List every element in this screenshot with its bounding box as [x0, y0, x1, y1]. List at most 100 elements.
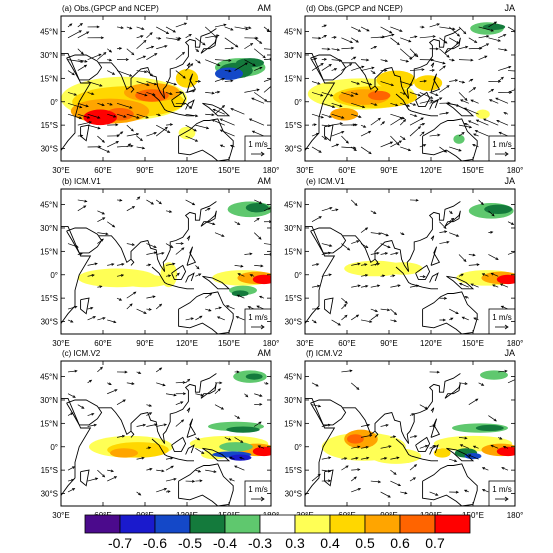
lat-tick-label: 15°S — [285, 466, 302, 475]
wind-vector-head — [472, 445, 477, 449]
wind-vector — [126, 303, 133, 310]
lon-tick-label: 30°E — [296, 166, 313, 175]
colorbar-swatch — [399, 514, 436, 534]
map-area — [61, 189, 271, 334]
coastline — [186, 407, 191, 413]
wind-vector — [449, 102, 459, 107]
wind-vector-head — [228, 59, 232, 62]
wind-vector-head — [165, 31, 170, 34]
wind-vector — [488, 89, 494, 93]
wind-vector-head — [102, 317, 106, 320]
wind-vector-head — [413, 53, 417, 57]
coastline — [200, 382, 217, 399]
coastline — [415, 91, 431, 107]
wind-vector — [224, 47, 234, 50]
wind-vector-head — [199, 315, 203, 319]
wind-vector-head — [456, 40, 460, 44]
wind-vector-head — [365, 245, 369, 249]
wind-vector-head — [357, 468, 361, 472]
wind-vector-head — [386, 308, 391, 312]
wind-vector-head — [147, 446, 152, 450]
wind-vector-head — [328, 63, 332, 67]
wind-vector-head — [396, 456, 400, 460]
map-area — [61, 361, 271, 506]
wind-vector-head — [446, 54, 450, 58]
wind-vector — [67, 412, 73, 416]
anomaly-shading — [433, 448, 451, 458]
wind-vector — [351, 263, 360, 266]
wind-vector-head — [153, 251, 158, 255]
wind-vector — [244, 26, 251, 29]
wind-vector-head — [392, 274, 396, 278]
wind-vector — [136, 40, 147, 50]
wind-vector — [67, 243, 79, 248]
wind-vector — [77, 31, 89, 39]
wind-vector — [331, 113, 344, 119]
wind-vector-head — [355, 456, 359, 460]
wind-vector — [478, 35, 489, 39]
wind-vector — [331, 48, 340, 51]
coastline — [171, 264, 187, 280]
wind-vector — [67, 306, 77, 310]
wind-vector — [439, 65, 446, 71]
wind-vector-head — [481, 467, 486, 470]
wind-vector-head — [113, 114, 117, 118]
wind-vector-head — [122, 399, 126, 403]
anomaly-shading — [464, 452, 482, 460]
coastline — [66, 399, 103, 426]
lat-tick-label: 45°N — [40, 373, 58, 382]
wind-vector — [155, 199, 162, 205]
wind-vector — [419, 123, 425, 126]
wind-vector-head — [363, 125, 367, 128]
coastline — [178, 118, 234, 161]
wind-vector-head — [470, 58, 474, 62]
wind-vector-head — [366, 58, 370, 62]
wind-vector — [185, 124, 197, 132]
wind-vector — [146, 404, 152, 407]
wind-vector-head — [265, 381, 269, 385]
wind-vector — [409, 126, 421, 137]
wind-vector — [459, 283, 469, 288]
wind-vector-head — [74, 369, 78, 373]
wind-vector-head — [374, 309, 379, 313]
wind-vector — [229, 456, 235, 460]
wind-vector — [87, 316, 96, 321]
wind-vector-head — [436, 370, 440, 374]
wind-vector-head — [461, 80, 466, 84]
wind-vector-head — [414, 35, 418, 39]
wind-vector — [370, 252, 379, 255]
wind-vector — [185, 34, 192, 39]
wind-vector-head — [112, 224, 116, 228]
wind-vector — [468, 454, 479, 460]
wind-vector-head — [236, 416, 241, 419]
wind-vector — [253, 92, 268, 102]
wind-vector — [116, 274, 124, 277]
wind-vector-head — [101, 139, 105, 143]
wind-vector — [360, 67, 374, 71]
lon-tick-label: 90°E — [136, 339, 153, 348]
wind-vector — [165, 124, 173, 126]
wind-vector-head — [423, 144, 427, 147]
wind-vector-head — [375, 314, 379, 317]
wind-vector-head — [327, 469, 332, 473]
wind-vector-head — [320, 63, 324, 66]
wind-vector — [136, 35, 144, 39]
coastline — [429, 272, 439, 283]
wind-vector — [458, 132, 465, 137]
wind-vector-head — [361, 65, 365, 69]
colorbar-swatch — [119, 514, 156, 534]
wind-vector-head — [78, 116, 83, 120]
wind-vector — [351, 26, 361, 32]
wind-vector-head — [464, 97, 468, 101]
wind-vector-head — [211, 113, 215, 117]
wind-vector-head — [258, 236, 262, 240]
wind-vector-head — [343, 303, 347, 307]
wind-vector-head — [159, 303, 163, 307]
lat-tick-label: 0° — [50, 98, 58, 107]
panel-title: (f) ICM.V2 — [306, 349, 343, 358]
wind-vector-head — [373, 46, 378, 49]
wind-vector-head — [240, 440, 244, 443]
wind-vector-head — [230, 79, 234, 83]
wind-vector-head — [80, 60, 84, 63]
